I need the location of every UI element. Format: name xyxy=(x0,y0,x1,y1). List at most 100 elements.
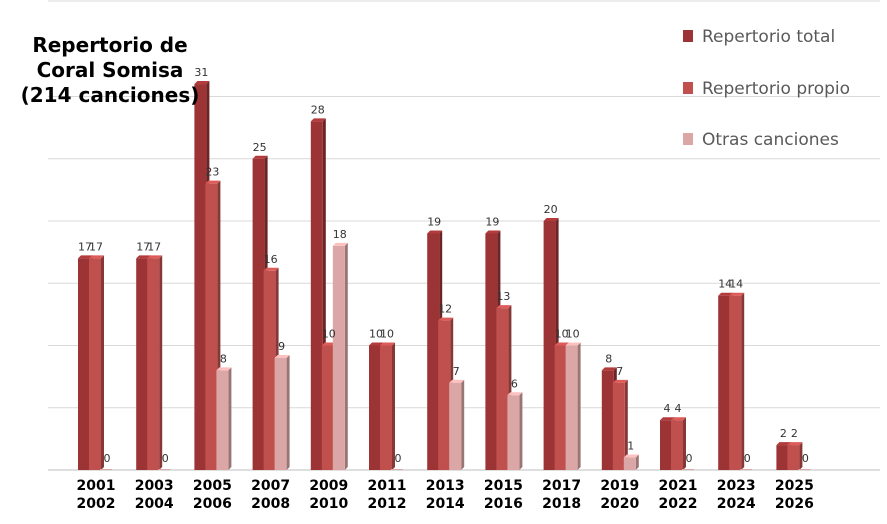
chart-title-line-1: Repertorio de xyxy=(32,33,187,57)
data-label: 8 xyxy=(605,352,612,365)
bar-top xyxy=(601,367,617,371)
data-label: 28 xyxy=(311,103,325,116)
x-tick-label: 2019 xyxy=(600,478,639,494)
bar-front xyxy=(507,395,520,470)
data-label: 4 xyxy=(664,402,671,415)
x-tick-label: 2008 xyxy=(251,496,290,512)
bar-front xyxy=(449,382,462,470)
x-tick-label: 2015 xyxy=(484,478,523,494)
bar-top xyxy=(485,230,501,234)
bar-front xyxy=(89,258,101,470)
bar-side xyxy=(741,292,745,470)
bar-top xyxy=(543,218,559,221)
bar-front xyxy=(369,345,381,470)
bar-top xyxy=(89,255,104,259)
bar-front xyxy=(158,469,171,470)
data-label: 6 xyxy=(511,377,518,390)
x-tick-label: 2012 xyxy=(368,496,407,512)
bar-top xyxy=(718,292,734,296)
bar-front xyxy=(718,295,731,470)
x-tick-label: 2014 xyxy=(426,496,465,512)
bar-front xyxy=(496,308,509,470)
bar-top xyxy=(274,354,290,358)
bar-top xyxy=(449,379,465,383)
bar-front xyxy=(332,245,345,470)
x-tick-label: 2020 xyxy=(600,496,639,512)
legend-swatch xyxy=(683,82,693,94)
bar-top xyxy=(787,442,803,446)
bar-top xyxy=(252,155,268,159)
legend: Repertorio total Repertorio propio Otras c… xyxy=(683,27,850,150)
bar-top xyxy=(194,81,210,85)
legend-swatch xyxy=(683,133,693,145)
bar-front xyxy=(740,469,753,470)
bar-front xyxy=(565,345,578,470)
bar-front xyxy=(798,469,811,470)
data-label: 10 xyxy=(566,328,580,341)
data-label: 7 xyxy=(453,365,460,378)
bar-top xyxy=(310,118,326,122)
bar-side xyxy=(286,354,290,470)
bar xyxy=(89,255,104,470)
data-label: 12 xyxy=(438,303,452,316)
x-tick-label: 2024 xyxy=(717,496,756,512)
bar-front xyxy=(729,295,742,470)
data-label: 8 xyxy=(220,352,227,365)
data-label: 19 xyxy=(427,215,441,228)
bar-top xyxy=(263,267,279,271)
bar xyxy=(380,342,395,470)
bar xyxy=(729,292,745,470)
x-tick-label: 2016 xyxy=(484,496,523,512)
bar-front xyxy=(310,121,323,471)
data-label: 10 xyxy=(380,328,394,341)
bar xyxy=(147,255,163,470)
legend-item: Repertorio total xyxy=(683,27,835,47)
data-label: 4 xyxy=(675,402,682,415)
data-label: 7 xyxy=(616,365,623,378)
legend-item: Otras canciones xyxy=(683,130,839,150)
chart-title-line-3: (214 canciones) xyxy=(21,83,200,107)
data-label: 0 xyxy=(686,452,693,465)
bar-front xyxy=(205,183,218,470)
bar xyxy=(507,392,523,470)
bar-side xyxy=(228,367,232,470)
bar xyxy=(671,417,686,470)
data-label: 10 xyxy=(369,328,383,341)
data-label: 20 xyxy=(544,203,558,216)
data-label: 0 xyxy=(162,452,169,465)
bar-side xyxy=(577,342,581,470)
data-labels: 1717017170312382516928101810100191271913… xyxy=(78,66,809,465)
bar-front xyxy=(554,345,567,470)
x-tick-label: 2017 xyxy=(542,478,581,494)
bar-top xyxy=(369,342,384,346)
bar-front xyxy=(274,357,287,470)
x-tick-label: 2005 xyxy=(193,478,232,494)
bar-top xyxy=(507,392,523,396)
bar-front xyxy=(78,258,90,470)
data-label: 2 xyxy=(780,427,787,440)
bar-front xyxy=(380,345,392,470)
bar-top xyxy=(216,367,232,371)
bar xyxy=(787,442,803,470)
bar xyxy=(682,469,694,470)
x-tick-label: 2009 xyxy=(309,478,348,494)
data-label: 17 xyxy=(78,240,92,253)
x-tick-label: 2003 xyxy=(135,478,174,494)
bar-front xyxy=(623,457,636,470)
x-tick-label: 2025 xyxy=(775,478,814,494)
x-tick-label: 2007 xyxy=(251,478,290,494)
legend-label: Repertorio propio xyxy=(702,79,850,99)
data-label: 0 xyxy=(802,452,809,465)
bar xyxy=(216,367,232,470)
x-tick-label: 2013 xyxy=(426,478,465,494)
data-label: 10 xyxy=(322,328,336,341)
bar-side xyxy=(159,255,163,470)
bar-top xyxy=(205,180,221,184)
data-label: 13 xyxy=(496,290,510,303)
data-label: 25 xyxy=(253,141,267,154)
bar xyxy=(391,469,403,470)
data-label: 17 xyxy=(147,240,161,253)
bar-top xyxy=(565,342,581,346)
x-tick-labels: 2001 2002 2003 2004 2005 2006 2007 2008 2009 2010… xyxy=(77,478,814,512)
bar-top xyxy=(660,417,675,421)
